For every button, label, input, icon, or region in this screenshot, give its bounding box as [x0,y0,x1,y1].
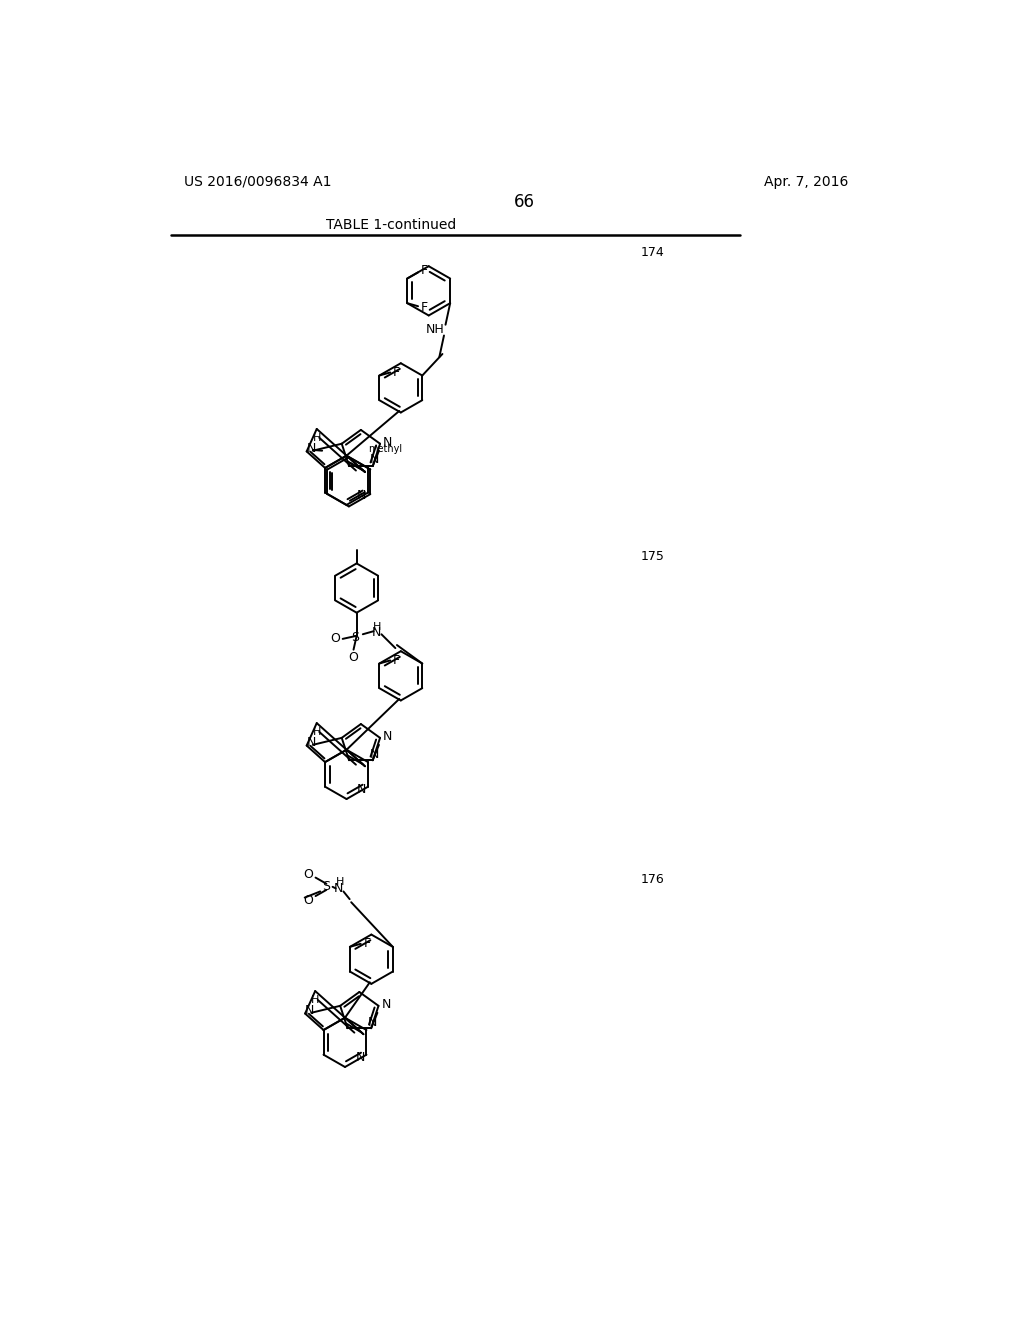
Text: S: S [323,880,331,894]
Text: N: N [334,882,343,895]
Text: H: H [311,995,319,1006]
Text: O: O [348,651,358,664]
Text: 175: 175 [641,550,665,564]
Text: H: H [312,727,321,738]
Text: H: H [336,878,344,887]
Text: N: N [370,747,379,760]
Text: N: N [355,1051,365,1064]
Text: N: N [368,1015,378,1028]
Text: S: S [351,631,359,644]
Text: N: N [370,454,379,466]
Text: F: F [393,366,400,379]
Text: N: N [306,737,316,748]
Text: H: H [312,433,321,444]
Text: 176: 176 [641,874,665,887]
Text: N: N [382,998,391,1011]
Text: O: O [330,632,340,645]
Text: Apr. 7, 2016: Apr. 7, 2016 [764,174,848,189]
Text: methyl: methyl [368,444,402,454]
Text: N: N [357,783,367,796]
Text: TABLE 1-continued: TABLE 1-continued [327,218,457,232]
Text: N: N [383,730,392,743]
Text: F: F [393,653,400,667]
Text: N: N [357,490,367,502]
Text: N: N [306,442,316,455]
Text: N: N [383,436,392,449]
Text: 66: 66 [514,193,536,210]
Text: NH: NH [425,323,444,335]
Text: F: F [421,301,428,314]
Text: N: N [372,626,382,639]
Text: F: F [421,264,428,277]
Text: US 2016/0096834 A1: US 2016/0096834 A1 [183,174,332,189]
Text: F: F [364,937,371,950]
Text: O: O [303,894,312,907]
Text: O: O [303,869,312,880]
Text: N: N [305,1005,314,1016]
Text: H: H [373,622,381,631]
Text: 174: 174 [641,246,665,259]
